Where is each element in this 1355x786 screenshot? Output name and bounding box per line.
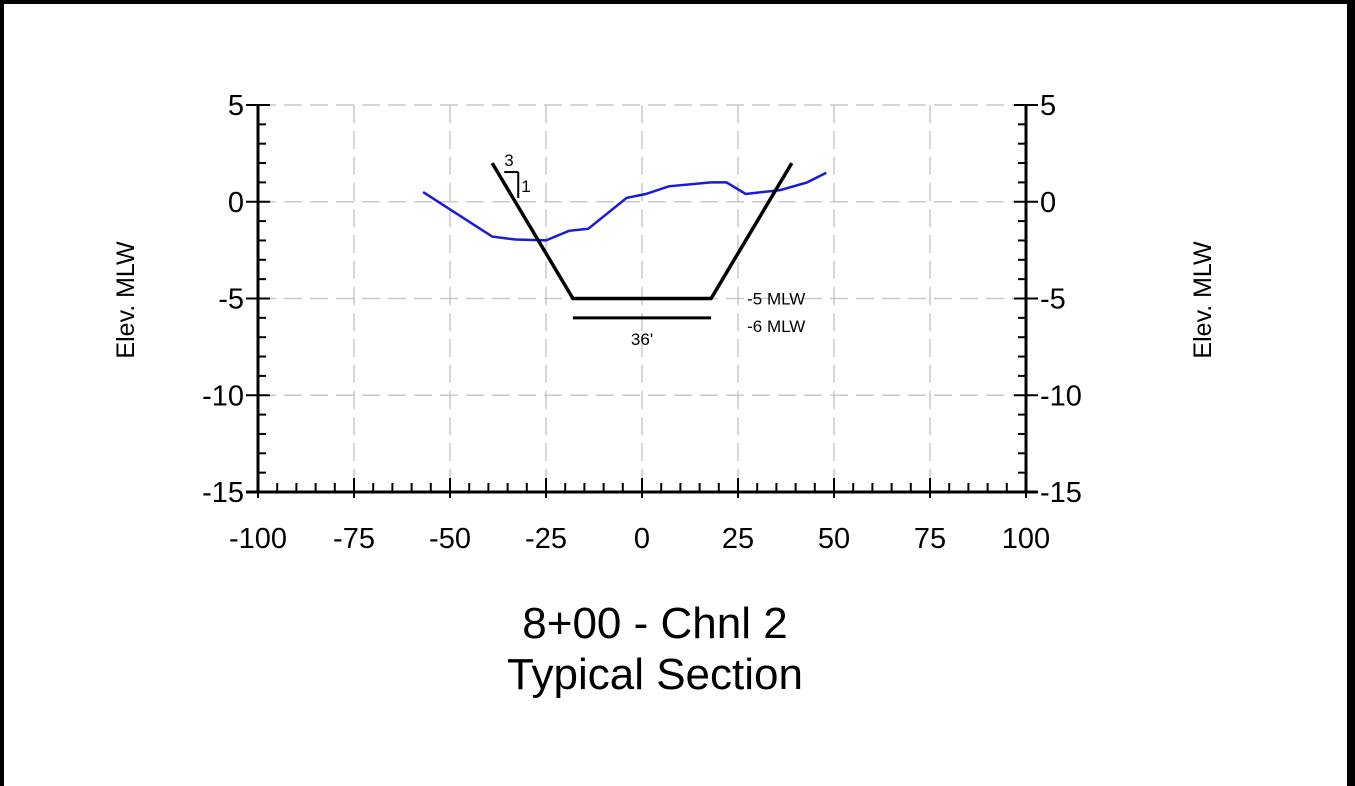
x-tick-label: -25 xyxy=(525,523,567,555)
chart-subtitle: Typical Section xyxy=(507,650,803,699)
y-tick-label-left: -5 xyxy=(218,284,244,316)
design-depth-label: -5 MLW xyxy=(747,290,805,309)
existing-bottom-line xyxy=(422,171,827,242)
slope-rise-label: 1 xyxy=(521,177,530,196)
y-tick-label-right: 0 xyxy=(1040,187,1056,219)
annotations: 3 1 -5 MLW -6 MLW 36' xyxy=(504,151,805,349)
design-template-line xyxy=(490,162,794,301)
x-tick-label: 100 xyxy=(1002,523,1050,555)
overdepth-label: -6 MLW xyxy=(747,317,805,336)
x-tick-label: 50 xyxy=(818,523,850,555)
x-tick-label: 75 xyxy=(914,523,946,555)
y-axis-title-right: Elev. MLW xyxy=(1189,241,1217,359)
x-tick-label: -100 xyxy=(229,523,287,555)
x-tick-label: -50 xyxy=(429,523,471,555)
bottom-width-label: 36' xyxy=(631,330,653,349)
y-tick-label-left: -10 xyxy=(202,380,244,412)
x-tick-label: 25 xyxy=(722,523,754,555)
chart-title: 8+00 - Chnl 2 xyxy=(522,599,787,648)
slope-run-label: 3 xyxy=(504,151,513,170)
y-tick-labels: 5 5 0 0 -5 -5 -10 -10 -15 -15 xyxy=(202,90,1082,509)
x-tick-label: 0 xyxy=(634,523,650,555)
y-tick-label-right: 5 xyxy=(1040,90,1056,122)
series-group xyxy=(422,162,827,301)
y-tick-label-left: -15 xyxy=(202,477,244,509)
y-tick-label-right: -5 xyxy=(1040,284,1066,316)
y-axis-title-left: Elev. MLW xyxy=(112,241,140,359)
y-tick-label-left: 0 xyxy=(228,187,244,219)
x-tick-label: -75 xyxy=(333,523,375,555)
y-tick-label-left: 5 xyxy=(228,90,244,122)
y-tick-label-right: -10 xyxy=(1040,380,1082,412)
axes xyxy=(246,104,1038,498)
x-tick-labels: -100 -75 -50 -25 0 25 50 75 100 xyxy=(229,523,1050,555)
y-tick-label-right: -15 xyxy=(1040,477,1082,509)
